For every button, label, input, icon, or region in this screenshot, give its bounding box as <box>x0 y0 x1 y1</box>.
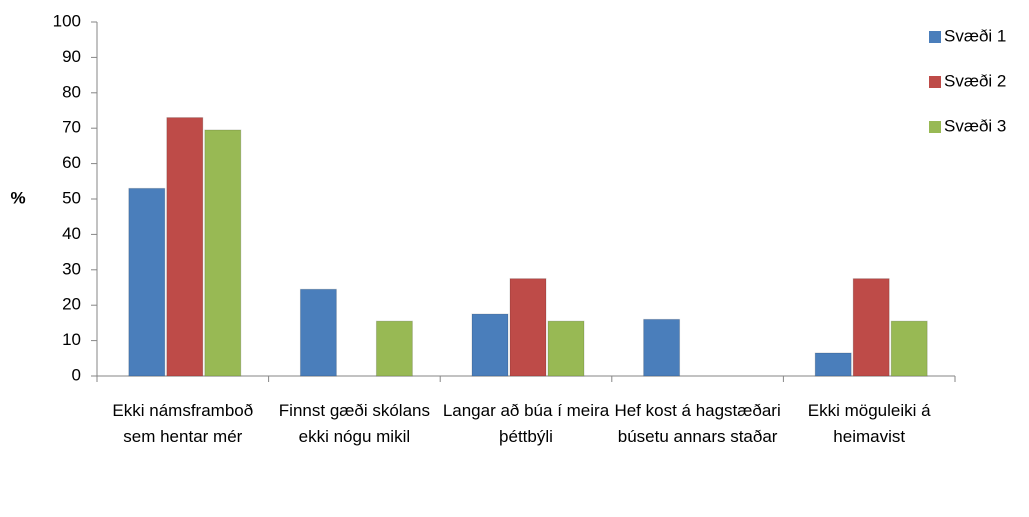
bar <box>299 288 337 377</box>
y-tick-label: 50 <box>62 188 81 207</box>
y-tick-label: 90 <box>62 47 81 66</box>
bar <box>852 278 890 377</box>
legend-label: Svæði 2 <box>944 71 1006 90</box>
bar <box>204 129 242 377</box>
y-tick-label: 30 <box>62 259 81 278</box>
y-axis-label: % <box>10 188 25 207</box>
y-tick-label: 60 <box>62 153 81 172</box>
bar <box>375 320 413 377</box>
legend-label: Svæði 3 <box>944 116 1006 135</box>
x-tick-label: Ekki námsframboð sem hentar mér <box>112 401 254 446</box>
legend-swatch <box>929 31 941 43</box>
y-tick-label: 40 <box>62 224 81 243</box>
bar <box>471 313 509 377</box>
x-tick-label: Finnst gæði skólans ekki nógu mikil <box>278 401 430 446</box>
x-tick-label: Hef kost á hagstæðari búsetu annars stað… <box>614 401 781 446</box>
bar <box>890 320 928 377</box>
bar <box>509 278 547 377</box>
y-tick-label: 70 <box>62 118 81 137</box>
bar <box>547 320 585 377</box>
y-tick-label: 20 <box>62 295 81 314</box>
bar <box>814 352 852 377</box>
y-tick-label: 0 <box>72 365 81 384</box>
x-tick-label: Ekki möguleiki á heimavist <box>807 401 931 446</box>
legend-label: Svæði 1 <box>944 26 1006 45</box>
bar <box>166 117 204 377</box>
legend-swatch <box>929 121 941 133</box>
y-tick-label: 10 <box>62 330 81 349</box>
bar <box>643 318 681 377</box>
bar <box>128 187 166 377</box>
y-tick-label: 100 <box>53 11 81 30</box>
y-tick-label: 80 <box>62 82 81 101</box>
legend-swatch <box>929 76 941 88</box>
x-tick-label: Langar að búa í meira þéttbýli <box>442 401 610 446</box>
